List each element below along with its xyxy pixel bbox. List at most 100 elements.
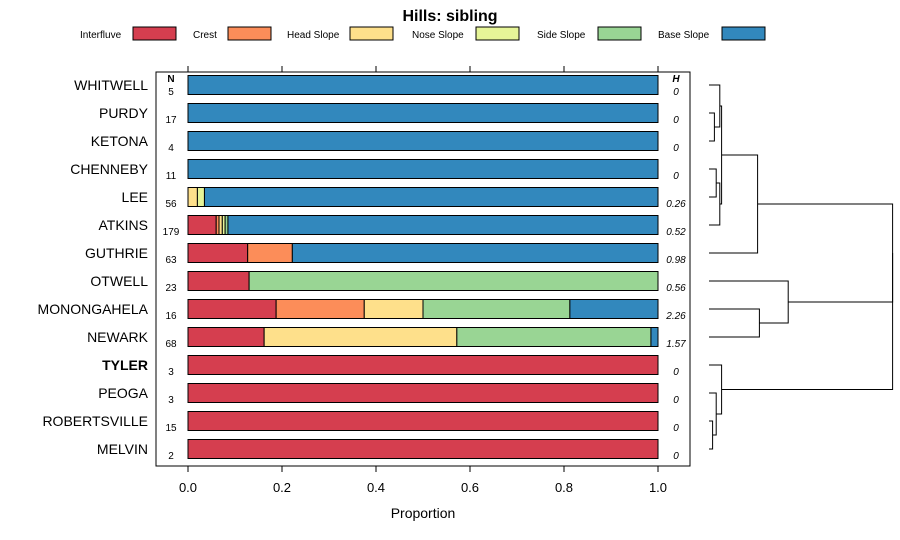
row-n-value: 3 xyxy=(168,367,174,378)
plot-frame xyxy=(155,71,691,467)
row-2: KETONA 4 0 xyxy=(91,131,679,154)
h-column-header: H xyxy=(672,74,680,85)
bar-segment xyxy=(456,327,652,347)
row-11: PEOGA 3 0 xyxy=(98,383,679,406)
legend-label-0: Interfluve xyxy=(80,30,122,41)
dendrogram-branch xyxy=(709,308,760,338)
row-h-value: 0 xyxy=(673,451,679,462)
row-h-value: 0.52 xyxy=(666,227,686,238)
x-axis-title: Proportion xyxy=(391,505,456,521)
bar-segment xyxy=(247,243,293,263)
chart-title: Hills: sibling xyxy=(402,8,497,25)
legend-label-1: Crest xyxy=(193,30,217,41)
row-n-value: 16 xyxy=(165,311,177,322)
legend-label-3: Nose Slope xyxy=(412,30,464,41)
x-tick-label: 0.4 xyxy=(367,480,385,495)
row-label: PEOGA xyxy=(98,385,148,401)
row-12: ROBERTSVILLE 15 0 xyxy=(42,411,679,434)
legend-label-2: Head Slope xyxy=(287,30,340,41)
dendrogram-branch xyxy=(709,280,789,324)
row-n-value: 68 xyxy=(165,339,177,350)
x-axis: 0.0 0.2 0.4 0.6 0.8 1.0 xyxy=(179,66,667,495)
bar-segment xyxy=(187,131,659,151)
bar-segment xyxy=(187,411,659,431)
bar-segment xyxy=(187,187,198,207)
row-n-value: 4 xyxy=(168,143,174,154)
row-label: GUTHRIE xyxy=(85,245,148,261)
bar-segment xyxy=(363,299,424,319)
legend-swatch-1 xyxy=(227,26,272,41)
row-n-value: 11 xyxy=(166,171,177,182)
dendrogram xyxy=(709,84,894,450)
legend-label-5: Base Slope xyxy=(658,30,710,41)
row-h-value: 0 xyxy=(673,423,679,434)
dendrogram-branch xyxy=(709,420,714,450)
bar-segment xyxy=(248,271,659,291)
bar-segment xyxy=(422,299,571,319)
bar-segment xyxy=(203,187,659,207)
row-label: NEWARK xyxy=(87,329,149,345)
row-n-value: 15 xyxy=(165,423,177,434)
row-n-value: 56 xyxy=(165,199,177,210)
bar-segment xyxy=(187,243,249,263)
row-label: OTWELL xyxy=(90,273,148,289)
legend-swatch-4 xyxy=(597,26,642,41)
bar-segment xyxy=(291,243,659,263)
row-4: LEE 56 0.26 xyxy=(122,187,686,210)
x-tick-label: 0.8 xyxy=(555,480,573,495)
bar-segment xyxy=(187,299,277,319)
row-7: OTWELL 23 0.56 xyxy=(90,271,686,294)
legend: Interfluve Crest Head Slope Nose Slope Side … xyxy=(80,26,766,41)
row-10: TYLER 3 0 xyxy=(102,355,679,378)
bar-segment xyxy=(187,355,659,375)
bar-segment xyxy=(187,327,265,347)
dendrogram-branch xyxy=(709,168,717,198)
row-5: ATKINS 179 0.52 xyxy=(98,215,686,238)
row-h-value: 0.98 xyxy=(666,255,686,266)
legend-label-4: Side Slope xyxy=(537,30,586,41)
bar-segment xyxy=(187,215,217,235)
row-h-value: 0 xyxy=(673,367,679,378)
x-tick-label: 0.6 xyxy=(461,480,479,495)
row-n-value: 17 xyxy=(165,115,177,126)
bar-segment xyxy=(187,159,659,179)
row-label: ATKINS xyxy=(98,217,148,233)
bar-segment xyxy=(187,75,659,95)
dendrogram-branch xyxy=(709,364,723,415)
dendrogram-branch xyxy=(721,253,894,390)
row-n-value: 2 xyxy=(168,451,174,462)
row-label: PURDY xyxy=(99,105,149,121)
row-8: MONONGAHELA 16 2.26 xyxy=(38,299,686,322)
bar-segment xyxy=(275,299,365,319)
row-n-value: 5 xyxy=(168,87,174,98)
row-label: KETONA xyxy=(91,133,149,149)
row-label: MONONGAHELA xyxy=(38,301,149,317)
bar-segment xyxy=(650,327,659,347)
dendrogram-branch xyxy=(757,203,894,303)
dendrogram-branch xyxy=(709,182,721,226)
legend-swatch-3 xyxy=(475,26,520,41)
bar-segment xyxy=(187,439,659,459)
dendrogram-branch xyxy=(709,112,715,142)
row-h-value: 0 xyxy=(673,143,679,154)
bar-segment xyxy=(187,103,659,123)
row-n-value: 63 xyxy=(165,255,177,266)
bar-segment xyxy=(196,187,205,207)
row-label: MELVIN xyxy=(97,441,148,457)
row-3: CHENNEBY 11 0 xyxy=(70,159,679,182)
row-label: WHITWELL xyxy=(74,77,148,93)
row-h-value: 0.26 xyxy=(666,199,686,210)
row-6: GUTHRIE 63 0.98 xyxy=(85,243,686,266)
legend-swatch-5 xyxy=(721,26,766,41)
row-h-value: 1.57 xyxy=(666,339,686,350)
bar-segment xyxy=(263,327,458,347)
row-h-value: 0.56 xyxy=(666,283,686,294)
row-n-value: 3 xyxy=(168,395,174,406)
legend-swatch-0 xyxy=(132,26,177,41)
row-label: LEE xyxy=(122,189,148,205)
bar-rows: WHITWELL 5 0 PURDY 17 0 KETONA 4 0 CHENNEBY 11 0 LEE… xyxy=(38,75,686,462)
row-h-value: 0 xyxy=(673,171,679,182)
bar-segment xyxy=(227,215,659,235)
n-column-header: N xyxy=(167,74,174,85)
